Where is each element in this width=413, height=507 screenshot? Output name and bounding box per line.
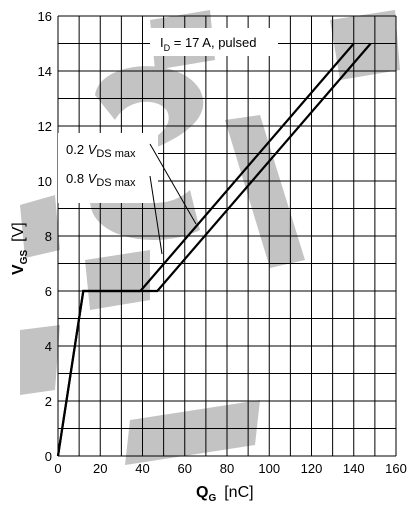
watermark: [20, 10, 400, 465]
x-tick-label-6: 120: [301, 461, 323, 476]
annotation-text: = 17 A, pulsed: [170, 35, 256, 50]
series-labels: 0.2 VDS max 0.8 VDS max: [58, 133, 197, 255]
x-tick-label-3: 60: [178, 461, 192, 476]
y-tick-label-0: 0: [45, 449, 52, 464]
y-tick-label-2: 4: [45, 339, 52, 354]
grid: [57, 15, 397, 457]
y-tick-label-4: 8: [45, 229, 52, 244]
y-tick-label-5: 10: [38, 174, 52, 189]
x-tick-labels: 0 20 40 60 80 100 120 140 160: [54, 461, 406, 476]
series-lines: [56, 42, 372, 457]
annotation-sub: D: [164, 43, 171, 53]
series-label-0: 0.2 VDS max: [66, 142, 136, 160]
y-tick-labels: 0 2 4 6 8 10 12 14 16: [38, 9, 52, 464]
current-annotation: ID = 17 A, pulsed: [150, 28, 278, 56]
y-tick-label-6: 12: [38, 119, 52, 134]
y-tick-label-3: 6: [45, 284, 52, 299]
x-tick-label-7: 140: [343, 461, 365, 476]
y-axis-title: VGS[V]: [10, 222, 30, 275]
y-tick-label-8: 16: [38, 9, 52, 24]
x-axis-title: QG [nC]: [196, 484, 254, 504]
x-tick-label-8: 160: [385, 461, 407, 476]
y-tick-label-1: 2: [45, 394, 52, 409]
x-tick-label-1: 20: [93, 461, 107, 476]
annotation-prefix: I: [160, 35, 164, 50]
series-line-1: [56, 42, 372, 457]
leader-line-0: [149, 143, 197, 225]
x-tick-label-0: 0: [54, 461, 61, 476]
series-label-1: 0.8 VDS max: [66, 171, 136, 189]
svg-text:ID = 17 A, pulsed: ID = 17 A, pulsed: [160, 35, 257, 53]
x-tick-label-2: 40: [135, 461, 149, 476]
x-tick-label-4: 80: [220, 461, 234, 476]
y-tick-label-7: 14: [38, 64, 52, 79]
x-tick-label-5: 100: [258, 461, 280, 476]
leader-line-1: [149, 175, 163, 255]
